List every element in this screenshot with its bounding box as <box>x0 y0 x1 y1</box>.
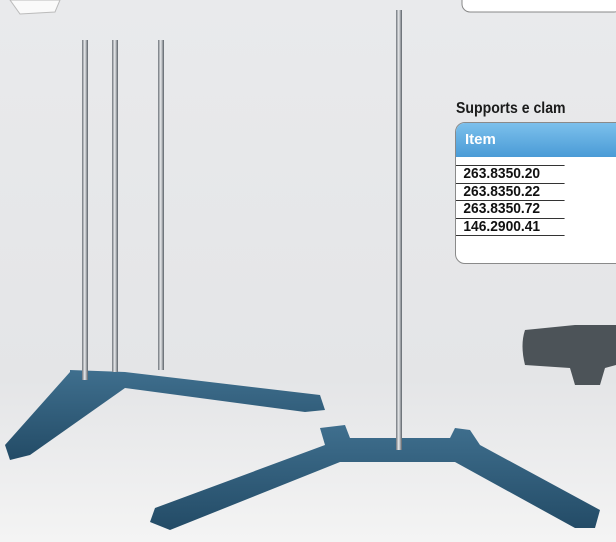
rod <box>396 10 402 450</box>
item-code: 263.8350.20 <box>456 165 565 184</box>
table-header: Item <box>456 123 616 157</box>
page: Supports e clam Item 263.8350.20263.8350… <box>0 0 616 542</box>
product-photos <box>0 0 616 542</box>
section-title: Supports e clam <box>456 100 566 118</box>
rod <box>158 40 164 370</box>
rod <box>112 40 118 372</box>
box-fragment <box>462 0 616 12</box>
rod <box>82 40 88 380</box>
item-code: 146.2900.41 <box>456 219 565 237</box>
clamp <box>523 325 616 385</box>
object-fragment <box>10 0 60 14</box>
stand-base <box>150 425 600 530</box>
item-code: 263.8350.72 <box>456 201 565 219</box>
stand-base <box>5 370 325 460</box>
item-code: 263.8350.22 <box>456 184 565 202</box>
